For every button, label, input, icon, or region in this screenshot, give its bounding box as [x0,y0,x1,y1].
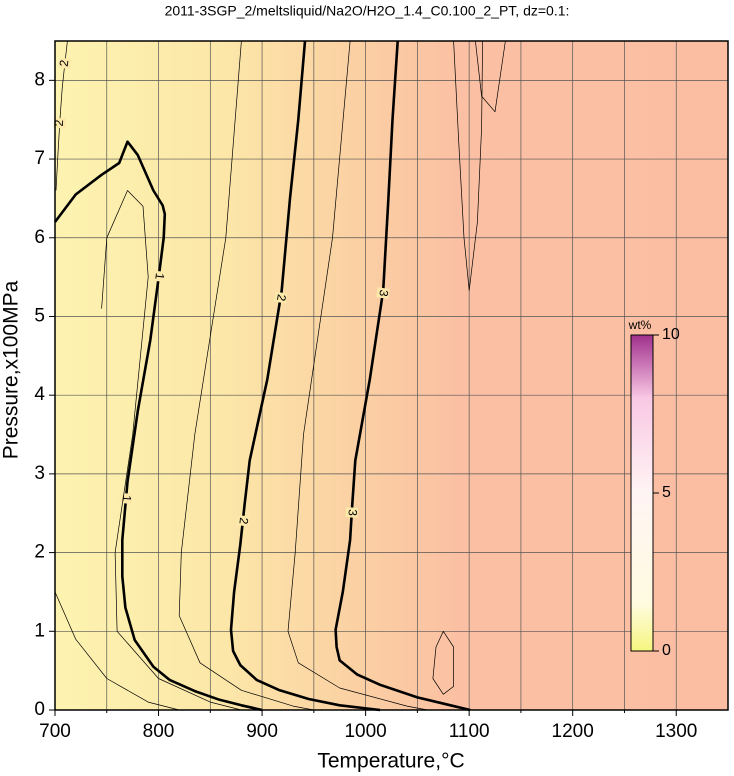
contour-line [101,190,242,711]
contour-label: 2 [57,59,72,68]
contour-label: 1 [152,272,167,281]
colorbar-tick-label: 5 [662,484,671,501]
contour-label-bg [152,270,166,282]
colorbar-tick-label: 10 [662,326,680,343]
x-axis-label: Temperature,°C [317,750,464,773]
x-tick-label: 700 [39,721,71,742]
y-tick-label: 4 [34,384,45,405]
contour-line [54,591,180,711]
contour-label: 2 [274,293,289,302]
contour-label-bg [53,117,67,129]
x-tick-label: 1100 [449,721,490,742]
y-tick-label: 2 [34,542,45,563]
y-tick-label: 5 [34,305,45,326]
contour-label: 2 [236,517,251,525]
contour-label: 3 [345,509,359,517]
contour-line [475,40,506,113]
colorbar [630,334,654,652]
contour-line [453,40,483,291]
contour-line [432,631,454,695]
contour-label-bg [345,507,359,518]
colorbar-label: wt% [628,318,652,332]
y-tick-label: 8 [34,69,45,90]
contour-line [287,40,428,711]
contour-label-bg [376,287,390,299]
x-tick-label: 1000 [344,721,386,742]
colorbar-tick-label: 0 [662,642,671,659]
x-tick-label: 900 [246,721,278,742]
contour-line [334,40,471,712]
contour-label-bg [236,515,250,527]
y-tick-label: 6 [34,227,45,248]
contour-line [53,140,263,712]
x-tick-label: 1300 [655,721,697,742]
y-tick-label: 7 [34,148,45,169]
y-tick-label: 1 [34,620,45,641]
y-tick-label: 3 [34,463,45,484]
plot-frame [54,40,729,711]
contour-label: 3 [376,289,391,298]
x-tick-label: 1200 [552,721,594,742]
contour-line [178,40,314,711]
y-tick-label: 0 [34,699,45,720]
contour-label-bg [58,57,72,69]
chart-title: 2011-3SGP_2/meltsliquid/Na2O/H2O_1.4_C0.… [165,3,570,19]
contour-label-bg [273,291,288,304]
x-tick-label: 800 [143,721,175,742]
y-axis-label: Pressure,x100MPa [0,280,23,459]
contour-label: 1 [120,495,135,503]
contour-label: 2 [52,119,66,127]
contour-line [229,40,381,712]
